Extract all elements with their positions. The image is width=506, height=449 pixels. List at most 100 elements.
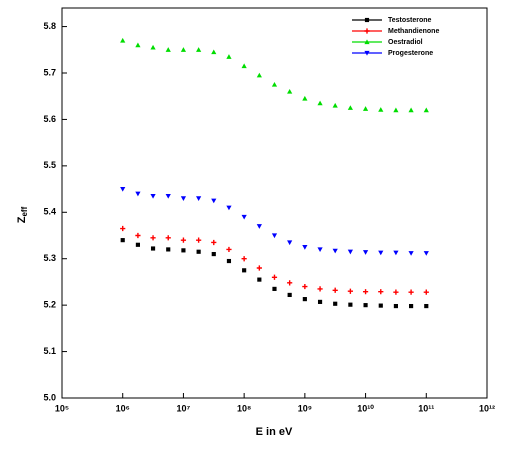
plot-frame bbox=[61, 7, 488, 399]
data-point bbox=[256, 224, 262, 229]
data-point bbox=[165, 47, 171, 52]
data-point bbox=[332, 102, 338, 108]
data-point bbox=[180, 47, 187, 52]
data-point bbox=[180, 237, 187, 243]
data-point bbox=[362, 289, 369, 295]
y-axis-title-main: Z bbox=[16, 216, 28, 223]
data-point bbox=[166, 247, 171, 252]
x-tick-label: 10¹² bbox=[479, 403, 495, 413]
legend-marker bbox=[364, 39, 370, 45]
data-point bbox=[317, 100, 323, 106]
data-point bbox=[226, 205, 232, 211]
data-point bbox=[165, 193, 171, 199]
data-point bbox=[241, 63, 247, 69]
data-point bbox=[424, 303, 429, 309]
data-point bbox=[272, 286, 277, 291]
legend-marker bbox=[364, 50, 370, 56]
data-point bbox=[423, 289, 429, 295]
data-point bbox=[287, 292, 292, 298]
data-point bbox=[362, 250, 369, 255]
data-point bbox=[241, 214, 247, 220]
data-point bbox=[302, 245, 308, 250]
data-point bbox=[165, 235, 171, 241]
data-point bbox=[226, 54, 232, 59]
data-point bbox=[150, 193, 156, 199]
data-point bbox=[302, 283, 308, 290]
x-tick-label: 10⁶ bbox=[116, 403, 130, 413]
data-point bbox=[196, 249, 201, 254]
data-point bbox=[271, 233, 278, 239]
data-point bbox=[242, 268, 247, 273]
legend-marker bbox=[364, 28, 370, 34]
data-point bbox=[333, 301, 338, 306]
data-point bbox=[393, 303, 398, 309]
data-point bbox=[211, 251, 216, 257]
data-point bbox=[211, 198, 217, 204]
legend-label: Oestradiol bbox=[388, 39, 423, 46]
data-point bbox=[287, 240, 293, 246]
x-tick-label: 10¹¹ bbox=[418, 403, 434, 413]
data-point bbox=[135, 232, 141, 239]
legend-label: Methandienone bbox=[388, 28, 439, 35]
y-tick-label: 5.5 bbox=[43, 160, 56, 170]
data-point bbox=[256, 265, 262, 271]
data-point bbox=[393, 250, 399, 256]
data-point bbox=[347, 105, 353, 110]
data-point bbox=[120, 186, 126, 192]
y-tick-label: 5.7 bbox=[43, 67, 56, 77]
data-point bbox=[181, 248, 186, 253]
y-tick-label: 5.2 bbox=[43, 300, 56, 310]
data-point bbox=[378, 289, 384, 295]
data-point bbox=[271, 274, 278, 280]
data-point bbox=[256, 72, 262, 78]
data-point bbox=[332, 248, 338, 254]
data-point bbox=[180, 196, 187, 201]
x-axis-title: E in eV bbox=[256, 426, 293, 438]
y-axis-title-sub: eff bbox=[20, 206, 29, 216]
data-point bbox=[287, 88, 293, 94]
data-point bbox=[257, 277, 262, 282]
data-point bbox=[150, 246, 156, 251]
data-point bbox=[135, 242, 140, 247]
data-point bbox=[196, 196, 202, 201]
x-tick-label: 10¹⁰ bbox=[357, 403, 374, 413]
data-point bbox=[226, 246, 232, 253]
x-tick-label: 10⁷ bbox=[177, 403, 191, 413]
legend-label: Progesterone bbox=[388, 50, 433, 57]
data-point bbox=[317, 299, 323, 304]
data-point bbox=[409, 303, 414, 309]
y-tick-label: 5.0 bbox=[43, 392, 56, 402]
data-point bbox=[378, 250, 384, 256]
data-point bbox=[423, 107, 429, 113]
data-point bbox=[408, 107, 414, 113]
data-point bbox=[393, 107, 399, 113]
data-point bbox=[120, 238, 125, 243]
data-point bbox=[317, 286, 323, 292]
data-point bbox=[347, 288, 353, 294]
data-point bbox=[423, 251, 429, 256]
data-point bbox=[150, 44, 156, 50]
data-point bbox=[408, 289, 414, 295]
data-point bbox=[135, 191, 141, 197]
data-point bbox=[302, 95, 308, 101]
data-point bbox=[211, 239, 217, 246]
y-tick-label: 5.6 bbox=[43, 114, 56, 124]
data-point bbox=[271, 82, 278, 87]
data-point bbox=[302, 297, 307, 302]
data-point bbox=[135, 42, 141, 48]
data-point bbox=[120, 37, 126, 43]
data-point bbox=[378, 107, 384, 112]
data-point bbox=[120, 225, 126, 232]
data-point bbox=[408, 251, 414, 256]
data-point bbox=[287, 280, 293, 286]
data-point bbox=[226, 258, 232, 264]
y-tick-label: 5.8 bbox=[43, 21, 56, 31]
data-point bbox=[362, 106, 369, 111]
legend-label: Testosterone bbox=[388, 17, 432, 24]
y-tick-label: 5.4 bbox=[43, 207, 56, 217]
x-tick-label: 10⁵ bbox=[55, 403, 69, 413]
data-point bbox=[317, 247, 323, 253]
data-point bbox=[196, 237, 202, 243]
